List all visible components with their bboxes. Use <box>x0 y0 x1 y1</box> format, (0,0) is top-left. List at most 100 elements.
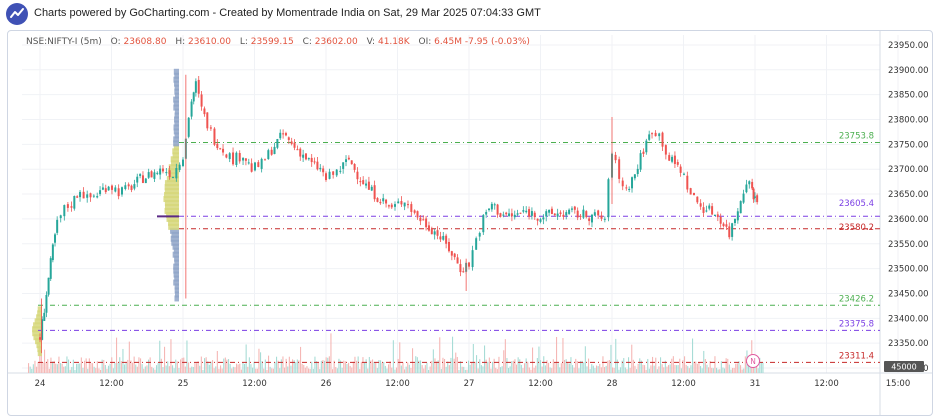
volume-bar <box>79 363 81 373</box>
candle-body <box>651 133 654 135</box>
x-tick-label: 12:00 <box>385 379 410 389</box>
volume-bar <box>492 361 494 373</box>
candle-body <box>654 132 657 137</box>
x-tick-label: 15:00 <box>886 379 911 389</box>
volume-bar <box>565 359 567 373</box>
candle-body <box>232 152 235 165</box>
volume-bar <box>200 356 202 373</box>
candle-body <box>51 244 54 261</box>
ohlc-legend: NSE:NIFTY-I (5m) O: 23608.80 H: 23610.00… <box>26 37 530 47</box>
volume-bar <box>752 367 754 373</box>
candle-body <box>293 142 296 148</box>
candle-body <box>482 215 485 233</box>
candle-body <box>516 213 519 215</box>
volume-profile-bar <box>174 92 179 99</box>
volume-bar <box>693 361 695 373</box>
candle-body <box>705 210 708 212</box>
volume-bar <box>640 360 642 373</box>
volume-bar <box>212 360 214 373</box>
candle-body <box>513 214 516 218</box>
volume-bar <box>522 368 524 373</box>
volume-bar <box>744 356 746 373</box>
candle-body <box>582 209 585 218</box>
volume-bar <box>293 360 295 373</box>
volume-profile-bar <box>166 215 179 222</box>
volume-bar <box>352 361 354 373</box>
volume-bar <box>312 368 314 373</box>
volume-bar <box>626 369 628 373</box>
volume-bar <box>472 344 474 373</box>
price-chart[interactable]: 23753.8 23605.4 23580.2 23426.2 23375.8 23311… <box>8 31 932 415</box>
volume-bar <box>285 358 287 373</box>
volume-bar <box>223 358 225 373</box>
volume-bar <box>255 368 257 373</box>
volume-bar <box>261 361 263 373</box>
volume-bar <box>268 355 270 373</box>
volume-bar <box>138 357 140 373</box>
volume-bar <box>709 360 711 373</box>
candle-body <box>406 204 409 206</box>
volume-bar <box>594 368 596 373</box>
volume-bar <box>31 368 33 373</box>
volume-bar <box>322 360 324 373</box>
volume-bar <box>696 363 698 373</box>
volume-bar <box>69 369 71 373</box>
volume-bar <box>650 365 652 373</box>
y-tick-label: 23750.00 <box>888 140 929 150</box>
volume-bar <box>279 368 281 373</box>
volume-bar <box>557 363 559 373</box>
volume-bar <box>327 357 329 373</box>
y-tick-label: 23900.00 <box>888 66 929 76</box>
candle-body <box>192 92 195 102</box>
volume-bar <box>173 368 175 373</box>
volume-bar <box>58 356 60 373</box>
volume-profile-bar <box>173 263 179 270</box>
volume-bar <box>260 352 262 373</box>
volume-bar <box>101 359 103 373</box>
volume-bar <box>687 366 689 373</box>
candle-body <box>373 185 376 200</box>
volume-profile-bar <box>173 96 179 103</box>
candle-body <box>59 215 62 219</box>
candle-body <box>725 224 728 227</box>
volume-bar <box>700 366 702 373</box>
volume-bar <box>450 357 452 373</box>
x-tick-label: 12:00 <box>671 379 696 389</box>
candle-body <box>242 157 245 161</box>
volume-bar <box>399 342 401 373</box>
candle-body <box>600 215 603 219</box>
volume-bar <box>677 365 679 373</box>
volume-bar <box>231 368 233 373</box>
volume-bar <box>282 356 284 373</box>
chart-frame[interactable]: NSE:NIFTY-I (5m) O: 23608.80 H: 23610.00… <box>7 30 933 416</box>
candle-body <box>671 156 674 162</box>
volume-profile-bar <box>174 88 179 95</box>
volume-bar <box>47 359 49 373</box>
candle-body <box>70 206 73 208</box>
volume-bar <box>96 361 98 373</box>
volume-bar <box>269 366 271 373</box>
candle-body <box>728 226 731 238</box>
volume-bar <box>116 337 118 373</box>
volume-bar <box>128 341 130 373</box>
volume-bar <box>664 360 666 373</box>
symbol-label[interactable]: NSE:NIFTY-I (5m) <box>26 37 102 47</box>
candle-body <box>536 218 539 221</box>
volume-bar <box>306 366 308 373</box>
volume-bar <box>146 365 148 373</box>
volume-profile-bar <box>165 203 179 210</box>
volume-profile-bar <box>167 168 179 175</box>
volume-bar <box>608 359 610 373</box>
volume-bar <box>391 367 393 373</box>
volume-bar <box>74 369 76 373</box>
volume-bar <box>533 367 535 373</box>
candle-body <box>387 205 390 207</box>
x-tick-label: 12:00 <box>242 379 267 389</box>
volume-bar <box>378 360 380 373</box>
volume-bar <box>383 362 385 373</box>
candle-body <box>63 205 66 217</box>
volume-bar <box>581 360 583 373</box>
level-label: 23580.2 <box>839 223 874 233</box>
volume-bar <box>341 367 343 373</box>
volume-bar <box>168 366 170 373</box>
